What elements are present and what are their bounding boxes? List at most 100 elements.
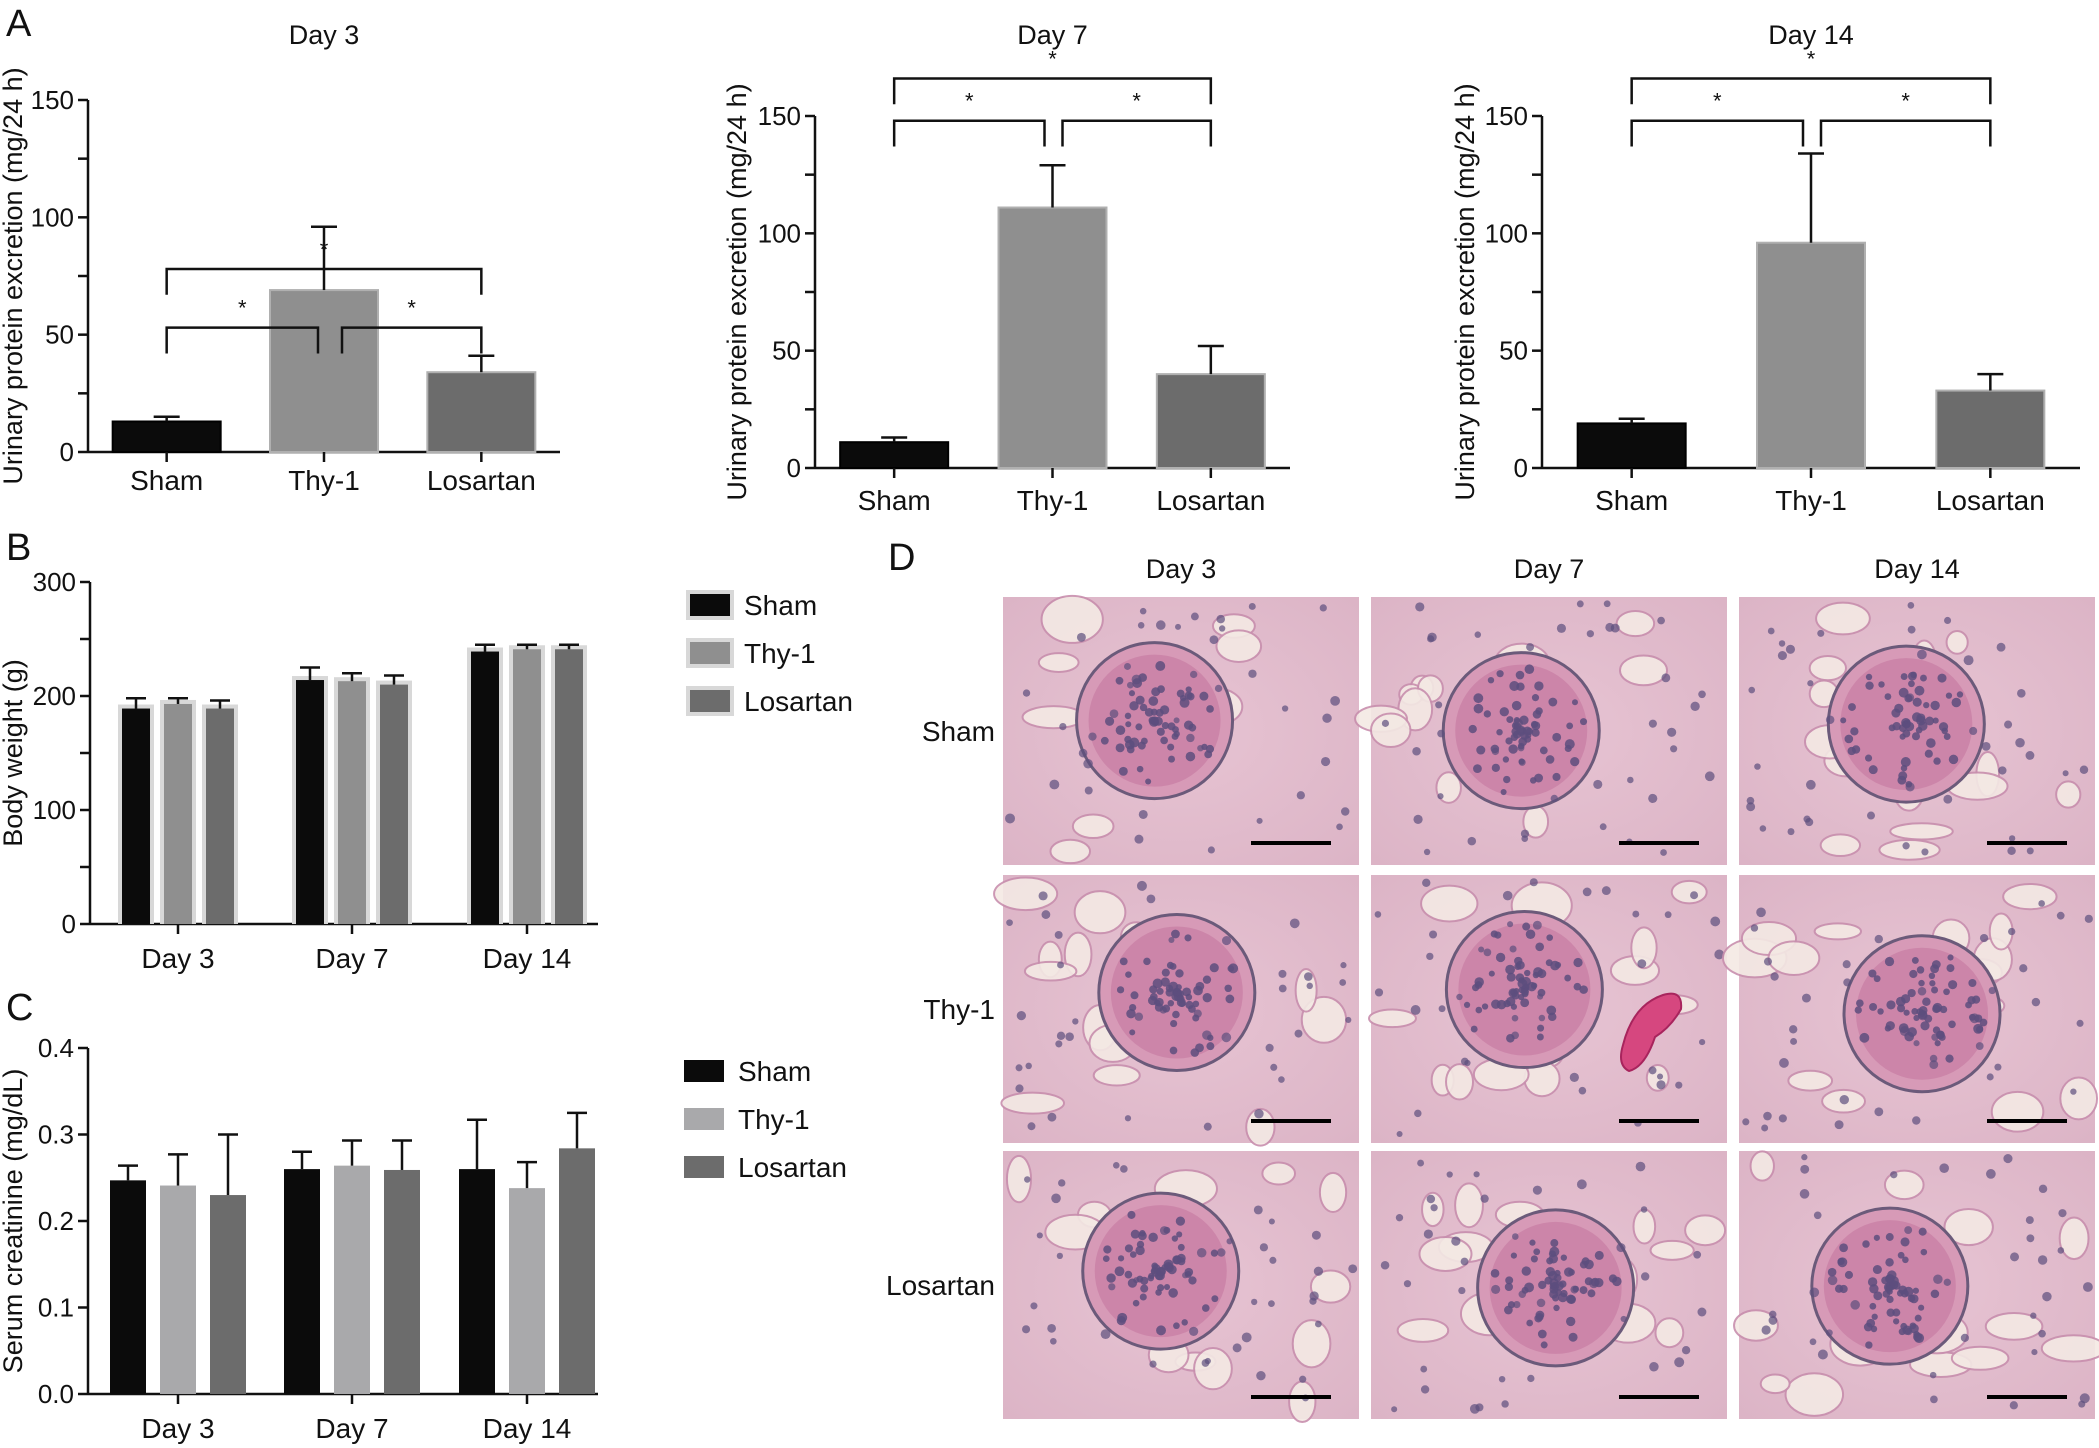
nucleus	[1540, 1341, 1548, 1349]
micrograph-thy-1-day-14	[1721, 875, 2099, 1143]
nucleus	[1908, 680, 1915, 688]
nucleus	[1520, 987, 1529, 996]
nucleus	[1511, 1233, 1519, 1240]
nucleus	[1778, 640, 1786, 647]
nucleus	[1943, 1278, 1952, 1287]
nucleus	[2025, 751, 2035, 760]
nucleus	[1529, 878, 1538, 887]
nucleus	[1546, 934, 1553, 941]
bar-sham	[1576, 422, 1687, 469]
nucleus	[1056, 1031, 1066, 1041]
nucleus	[1566, 722, 1574, 730]
nucleus	[1825, 715, 1835, 725]
nucleus	[1189, 1326, 1199, 1336]
nucleus	[1769, 1310, 1777, 1319]
nucleus	[1126, 681, 1134, 689]
bar-thy-1	[164, 703, 192, 924]
bar-sham	[284, 1169, 320, 1394]
nucleus	[1128, 690, 1136, 697]
nucleus	[2038, 1329, 2046, 1338]
nucleus	[1920, 1021, 1930, 1031]
nucleus	[1139, 1293, 1147, 1301]
nucleus	[1036, 1232, 1043, 1239]
y-tick-label: 100	[758, 218, 801, 248]
nucleus	[1905, 1327, 1913, 1336]
nucleus	[1756, 907, 1766, 918]
nucleus	[2004, 720, 2013, 729]
nucleus	[1504, 1282, 1513, 1292]
nucleus	[2003, 1153, 2013, 1164]
nucleus	[1186, 692, 1195, 701]
nucleus	[1536, 1033, 1544, 1041]
nucleus	[1100, 1329, 1111, 1340]
nucleus	[1413, 814, 1423, 824]
significance-star: *	[407, 296, 416, 321]
micrograph-column-label: Day 3	[1146, 554, 1217, 584]
nucleus	[1548, 1250, 1556, 1258]
y-axis-label: Urinary protein excretion (mg/24 h)	[1450, 83, 1480, 500]
nucleus	[1422, 878, 1431, 887]
nucleus	[1898, 724, 1907, 732]
tubule-lumen	[1445, 1063, 1475, 1101]
nucleus	[1171, 1235, 1179, 1242]
nucleus	[1417, 1159, 1425, 1167]
nucleus	[1521, 835, 1529, 843]
nucleus	[1787, 828, 1795, 836]
nucleus	[1933, 1274, 1943, 1284]
nucleus	[1253, 1205, 1263, 1215]
nucleus	[1203, 1122, 1212, 1131]
nucleus	[1106, 1273, 1116, 1283]
tubule-lumen	[1808, 654, 1848, 682]
nucleus	[1526, 643, 1535, 652]
nucleus	[1173, 1322, 1180, 1330]
significance-star: *	[1901, 89, 1910, 114]
nucleus	[1608, 1274, 1618, 1283]
nucleus	[1049, 779, 1060, 790]
nucleus	[1531, 721, 1541, 731]
nucleus	[1637, 959, 1647, 969]
nucleus	[1145, 778, 1152, 785]
nucleus	[1143, 957, 1151, 966]
nucleus	[1403, 1280, 1412, 1288]
nucleus	[1944, 616, 1952, 624]
nucleus	[1468, 724, 1477, 734]
nucleus	[1117, 1255, 1125, 1262]
nucleus	[1217, 1248, 1226, 1257]
x-tick-label: Sham	[1595, 485, 1668, 516]
nucleus	[1076, 632, 1086, 642]
nucleus	[1800, 1164, 1810, 1174]
tubule-lumen	[1288, 1380, 1317, 1423]
nucleus	[1024, 1176, 1031, 1183]
y-tick-label: 50	[1499, 336, 1528, 366]
nucleus	[1909, 969, 1918, 979]
nucleus	[1115, 676, 1124, 685]
nucleus	[1306, 982, 1313, 990]
nucleus	[1340, 807, 1350, 816]
nucleus	[1202, 993, 1212, 1003]
nucleus	[1895, 996, 1906, 1007]
nucleus	[1511, 727, 1520, 736]
nucleus	[1248, 669, 1257, 678]
y-tick-label: 0.2	[38, 1206, 74, 1236]
tubule-lumen	[1784, 1372, 1845, 1417]
nucleus	[1971, 995, 1981, 1004]
nucleus	[1863, 1322, 1873, 1332]
tubule-lumen	[1759, 1373, 1791, 1395]
y-axis-label: Body weight (g)	[0, 659, 28, 847]
nucleus	[1960, 1333, 1970, 1342]
nucleus	[1136, 765, 1144, 773]
nucleus	[1917, 986, 1927, 996]
y-axis-label: Urinary protein excretion (mg/24 h)	[722, 83, 752, 500]
nucleus	[1693, 1250, 1702, 1259]
nucleus	[1985, 1169, 1996, 1179]
nucleus	[1124, 1244, 1133, 1253]
nucleus	[1865, 1341, 1873, 1349]
nucleus	[1278, 969, 1287, 978]
nucleus	[1520, 829, 1530, 838]
nucleus	[1837, 1257, 1845, 1266]
nucleus	[1748, 686, 1756, 694]
nucleus	[1570, 1285, 1579, 1294]
nucleus	[1868, 969, 1877, 978]
nucleus	[1844, 1270, 1854, 1279]
nucleus	[1839, 1243, 1848, 1253]
